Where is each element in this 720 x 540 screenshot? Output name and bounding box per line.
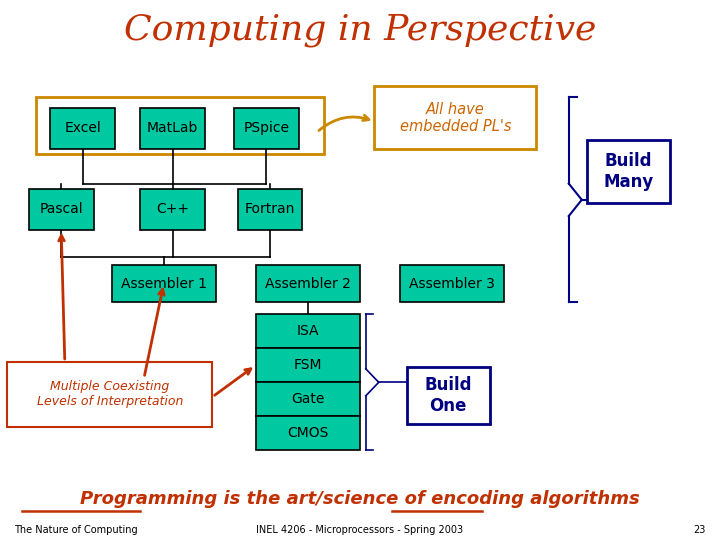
FancyBboxPatch shape (400, 265, 504, 302)
Text: Excel: Excel (64, 122, 102, 135)
FancyBboxPatch shape (112, 265, 216, 302)
Text: Build
Many: Build Many (603, 152, 653, 191)
Text: INEL 4206 - Microprocessors - Spring 2003: INEL 4206 - Microprocessors - Spring 200… (256, 525, 464, 535)
FancyBboxPatch shape (256, 265, 360, 302)
Text: Gate: Gate (291, 393, 325, 406)
Text: FSM: FSM (294, 359, 322, 372)
FancyBboxPatch shape (256, 314, 360, 348)
FancyBboxPatch shape (256, 416, 360, 450)
Text: Multiple Coexisting
Levels of Interpretation: Multiple Coexisting Levels of Interpreta… (37, 380, 183, 408)
FancyBboxPatch shape (29, 189, 94, 230)
Text: Pascal: Pascal (40, 202, 83, 216)
Text: Assembler 3: Assembler 3 (409, 276, 495, 291)
FancyBboxPatch shape (587, 140, 670, 202)
FancyBboxPatch shape (36, 97, 324, 154)
Text: C++: C++ (156, 202, 189, 216)
FancyBboxPatch shape (140, 108, 205, 148)
FancyBboxPatch shape (50, 108, 115, 148)
Text: ISA: ISA (297, 325, 319, 338)
FancyBboxPatch shape (256, 348, 360, 382)
FancyBboxPatch shape (407, 367, 490, 424)
FancyBboxPatch shape (238, 189, 302, 230)
Text: Assembler 2: Assembler 2 (265, 276, 351, 291)
Text: 23: 23 (693, 525, 706, 535)
FancyBboxPatch shape (140, 189, 205, 230)
Text: All have
embedded PL's: All have embedded PL's (400, 102, 511, 134)
Text: Programming is the art/science of encoding algorithms: Programming is the art/science of encodi… (80, 490, 640, 509)
FancyBboxPatch shape (234, 108, 299, 148)
Text: PSpice: PSpice (243, 122, 289, 135)
Text: Computing in Perspective: Computing in Perspective (124, 13, 596, 46)
Text: Fortran: Fortran (245, 202, 295, 216)
Text: Assembler 1: Assembler 1 (121, 276, 207, 291)
Text: The Nature of Computing: The Nature of Computing (14, 525, 138, 535)
Text: Build
One: Build One (425, 376, 472, 415)
Text: MatLab: MatLab (147, 122, 199, 135)
Text: CMOS: CMOS (287, 427, 328, 440)
FancyBboxPatch shape (7, 362, 212, 427)
FancyBboxPatch shape (374, 86, 536, 148)
FancyBboxPatch shape (256, 382, 360, 416)
